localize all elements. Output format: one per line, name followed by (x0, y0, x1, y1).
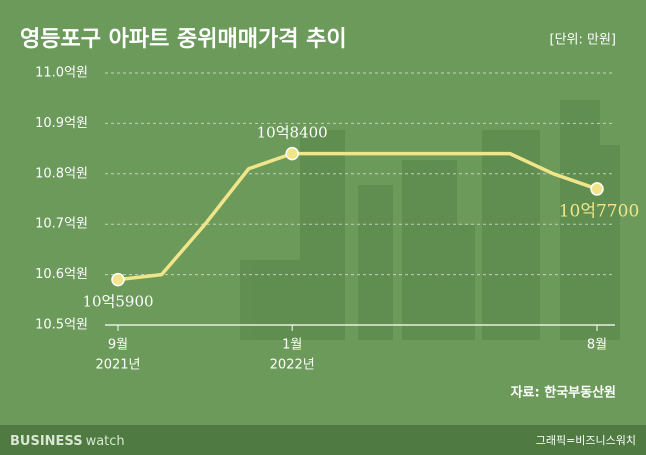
point-marker (590, 182, 604, 196)
y-tick-label: 10.5억원 (35, 318, 88, 333)
x-tick-label: 8월 (587, 338, 607, 353)
footer-bar (0, 425, 646, 455)
data-label: 10억5900 (82, 293, 153, 311)
point-marker (111, 272, 125, 287)
x-tick-label: 9월 (108, 338, 128, 353)
unit-label: [단위: 만원] (550, 33, 617, 48)
x-tick-year: 2022년 (270, 358, 315, 373)
source: 자료: 한국부동산원 (511, 385, 616, 401)
point-marker (285, 146, 299, 161)
x-tick-year: 2021년 (95, 358, 140, 373)
brand: BUSINESS watch (10, 434, 125, 449)
brand-light: watch (86, 434, 125, 449)
buildings (240, 100, 620, 340)
y-tick-label: 10.9억원 (35, 116, 88, 131)
chart-title: 영등포구 아파트 중위매매가격 추이 (20, 27, 347, 52)
credit: 그래픽=비즈니스워치 (536, 434, 636, 447)
x-tick-label: 1월 (282, 338, 302, 353)
y-tick-label: 11.0억원 (35, 66, 88, 81)
y-tick-label: 10.7억원 (35, 217, 88, 232)
y-tick-label: 10.6억원 (35, 267, 88, 282)
data-label: 10억7700 (559, 201, 640, 221)
y-tick-label: 10.8억원 (35, 166, 88, 181)
brand-bold: BUSINESS (10, 434, 83, 449)
data-label: 10억8400 (257, 124, 328, 142)
data-line (117, 151, 598, 282)
